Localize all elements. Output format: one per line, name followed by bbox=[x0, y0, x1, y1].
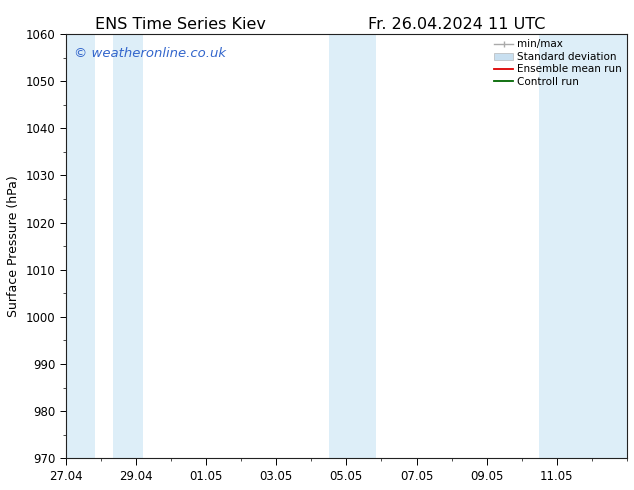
Bar bbox=[540, 34, 627, 458]
Legend: min/max, Standard deviation, Ensemble mean run, Controll run: min/max, Standard deviation, Ensemble me… bbox=[492, 37, 624, 89]
Bar bbox=[66, 34, 96, 458]
Text: © weatheronline.co.uk: © weatheronline.co.uk bbox=[74, 47, 226, 60]
Text: Fr. 26.04.2024 11 UTC: Fr. 26.04.2024 11 UTC bbox=[368, 17, 545, 32]
Text: ENS Time Series Kiev: ENS Time Series Kiev bbox=[95, 17, 266, 32]
Bar bbox=[329, 34, 376, 458]
Y-axis label: Surface Pressure (hPa): Surface Pressure (hPa) bbox=[7, 175, 20, 317]
Bar bbox=[113, 34, 143, 458]
